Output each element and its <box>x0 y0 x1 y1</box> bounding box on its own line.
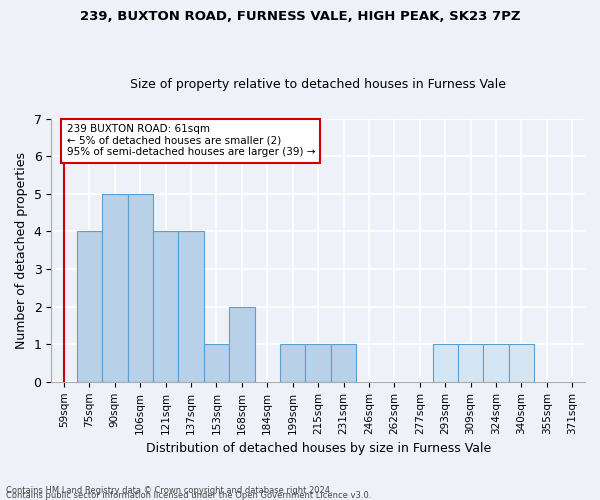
Bar <box>280 344 305 382</box>
Bar <box>178 232 204 382</box>
Bar <box>204 344 229 382</box>
Bar <box>331 344 356 382</box>
Title: Size of property relative to detached houses in Furness Vale: Size of property relative to detached ho… <box>130 78 506 91</box>
Bar <box>484 344 509 382</box>
Bar <box>458 344 484 382</box>
Bar <box>102 194 128 382</box>
Y-axis label: Number of detached properties: Number of detached properties <box>15 152 28 348</box>
Bar <box>305 344 331 382</box>
Bar <box>77 232 102 382</box>
Bar <box>229 306 254 382</box>
Bar <box>509 344 534 382</box>
Text: 239, BUXTON ROAD, FURNESS VALE, HIGH PEAK, SK23 7PZ: 239, BUXTON ROAD, FURNESS VALE, HIGH PEA… <box>80 10 520 23</box>
X-axis label: Distribution of detached houses by size in Furness Vale: Distribution of detached houses by size … <box>146 442 491 455</box>
Bar <box>433 344 458 382</box>
Text: Contains HM Land Registry data © Crown copyright and database right 2024.: Contains HM Land Registry data © Crown c… <box>6 486 332 495</box>
Text: Contains public sector information licensed under the Open Government Licence v3: Contains public sector information licen… <box>6 491 371 500</box>
Bar <box>153 232 178 382</box>
Text: 239 BUXTON ROAD: 61sqm
← 5% of detached houses are smaller (2)
95% of semi-detac: 239 BUXTON ROAD: 61sqm ← 5% of detached … <box>67 124 315 158</box>
Bar <box>128 194 153 382</box>
